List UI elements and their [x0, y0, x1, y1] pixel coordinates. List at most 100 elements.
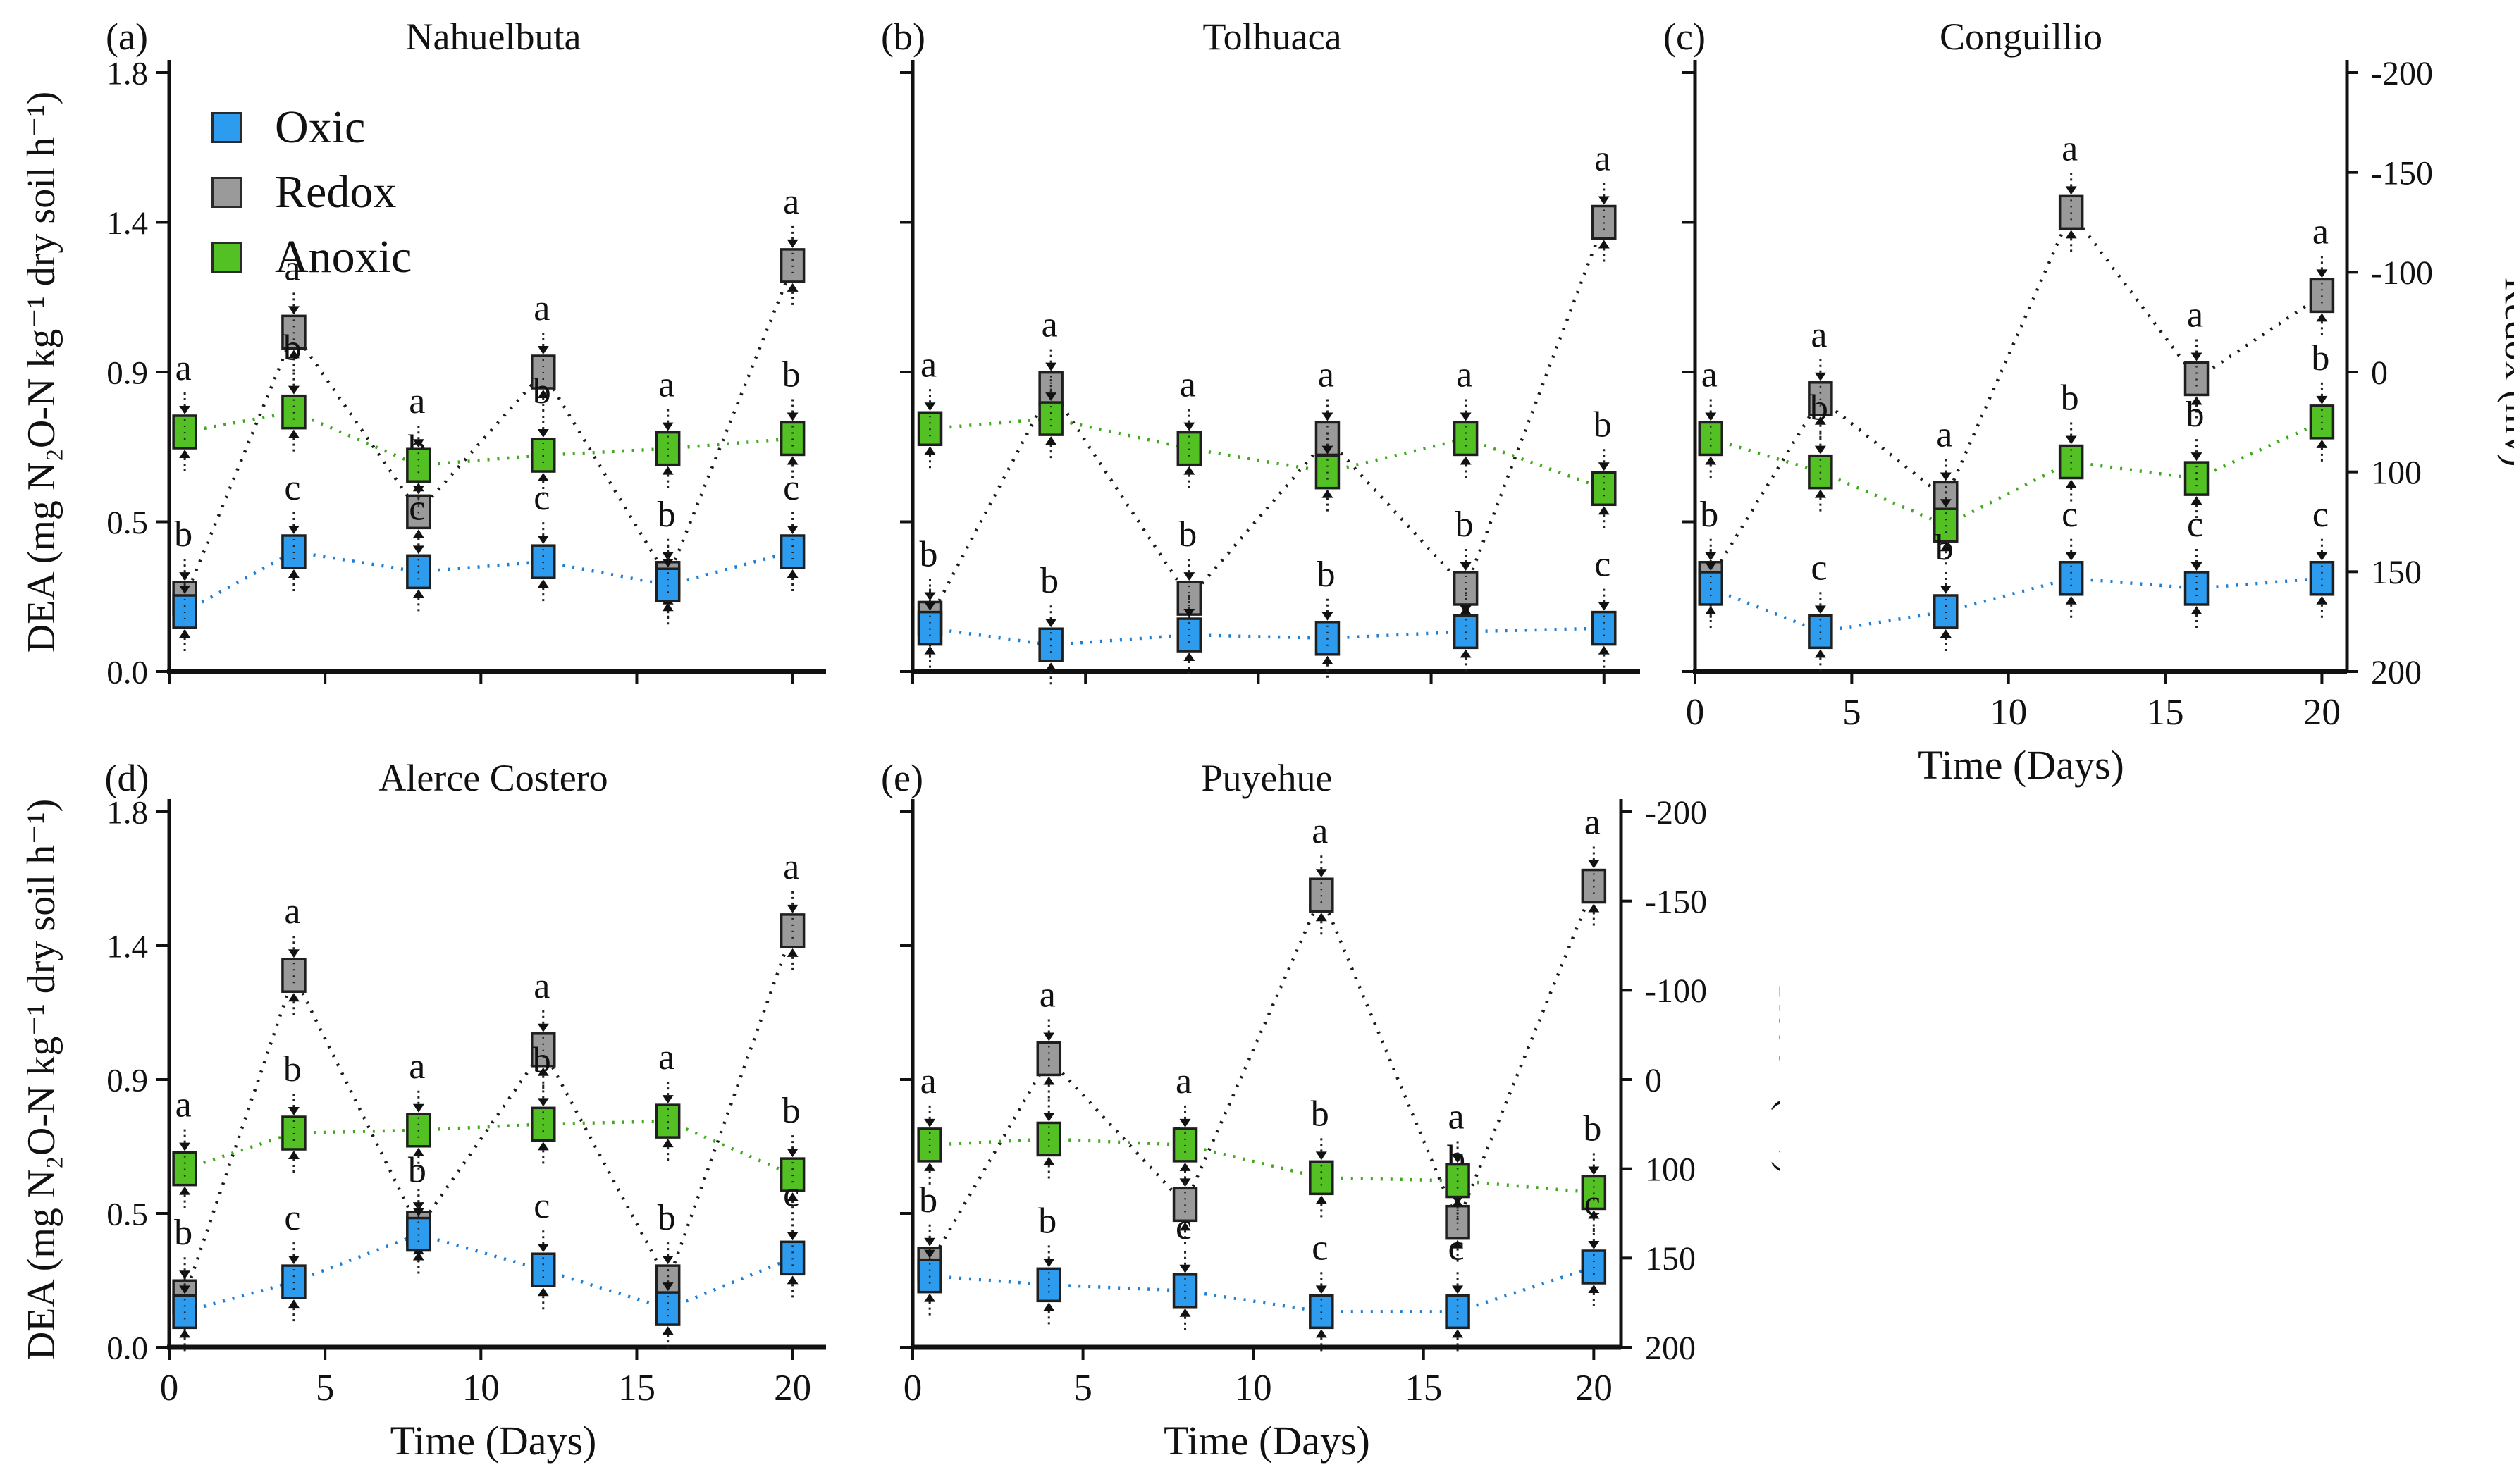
x-tick-label: 5 [1073, 1368, 1092, 1409]
whisker-cap [662, 559, 674, 568]
whisker-cap [2190, 452, 2202, 462]
redox-connector [1188, 437, 1329, 600]
legend-item-redox: Redox [211, 169, 412, 216]
oxic-connector [667, 1256, 794, 1311]
whisker-cap [1940, 629, 1952, 638]
significance-letter: a [658, 365, 674, 405]
oxic-point [1038, 627, 1064, 662]
whisker-cap [2316, 395, 2328, 404]
anoxic-point [1038, 401, 1064, 436]
right-tick-label: 0 [2371, 354, 2388, 392]
oxic-point [2058, 561, 2084, 596]
anoxic-connector [1465, 437, 1605, 490]
redox-connector [1464, 221, 1606, 589]
redox-connector [2195, 294, 2323, 381]
left-tick-label: 0.5 [106, 505, 148, 541]
whisker-cap [1588, 1241, 1600, 1249]
redox-connector [541, 1049, 670, 1283]
whisker-cap [412, 1103, 424, 1113]
significance-letter: b [283, 328, 302, 369]
whisker-cap [288, 306, 300, 315]
whisker-cap [1705, 562, 1717, 571]
whisker-cap [179, 1186, 191, 1195]
oxic-connector [1189, 633, 1328, 641]
panel-e-puyehue: (e) Puyehue 0 5 10 15 20 Time (Days) -200 -150 -10… [863, 741, 1780, 1484]
anoxic-connector [293, 410, 419, 467]
whisker-cap [2065, 186, 2077, 195]
significance-letter: a [2062, 128, 2078, 168]
redox-connector [1049, 388, 1191, 600]
left-tick-label: 0.9 [106, 354, 148, 391]
whisker-cap [1940, 586, 1952, 594]
whisker-cap [787, 569, 799, 578]
x-tick-label: 20 [2303, 692, 2341, 733]
redox-axis-title: Redox (mv) [1770, 984, 1780, 1174]
whisker-cap [662, 466, 674, 475]
whisker-cap [179, 450, 191, 458]
right-tick-label: 100 [1645, 1151, 1696, 1188]
legend-item-anoxic: Anoxic [211, 234, 412, 280]
whisker-cap [537, 1244, 549, 1253]
whisker-cap [1814, 372, 1826, 381]
oxic-point [780, 1240, 806, 1276]
whisker-cap [288, 1299, 300, 1309]
oxic-point [281, 534, 307, 569]
whisker-cap [1315, 869, 1327, 878]
whisker-cap [1705, 605, 1717, 614]
whisker-cap [1045, 436, 1057, 445]
whisker-cap [1043, 1032, 1055, 1041]
whisker-cap [537, 1287, 549, 1297]
significance-letter: c [534, 478, 550, 518]
whisker-cap [179, 572, 191, 581]
whisker-cap [537, 1067, 549, 1076]
significance-letter: a [1448, 1097, 1465, 1137]
oxic-connector [184, 550, 295, 613]
whisker-cap [537, 579, 549, 588]
significance-letter: a [175, 1085, 192, 1125]
anoxic-connector [930, 416, 1052, 431]
whisker-cap [537, 1023, 549, 1032]
whisker-cap [288, 526, 300, 534]
significance-letter: a [783, 847, 799, 887]
significance-letter: c [284, 468, 300, 508]
left-tick-label: 0.9 [106, 1062, 148, 1099]
panel-title: Conguillio [1940, 16, 2102, 58]
whisker-cap [1315, 1151, 1327, 1161]
significance-letter: b [1040, 561, 1059, 601]
significance-letter: a [175, 348, 192, 388]
whisker-cap [1043, 1156, 1055, 1165]
oxic-connector [418, 559, 543, 574]
right-tick-label: 200 [2371, 654, 2422, 691]
significance-letter: a [1318, 354, 1334, 395]
redox-connector [1455, 885, 1596, 1223]
significance-letter: b [1700, 495, 1718, 535]
right-tick-label: 0 [1645, 1062, 1662, 1099]
panel-d-alerce-costero: (d) Alerce Costero 1.8 1.4 0.9 0.5 0.0 DEA (mg … [18, 741, 839, 1484]
chart-(a): (a) Nahuelbuta 1.8 1.4 0.9 0.5 0.0 DEA (mg N₂O-… [20, 16, 826, 691]
whisker-cap [1045, 662, 1057, 672]
oxic-connector [1327, 630, 1466, 641]
anoxic-point [917, 1127, 942, 1163]
significance-letter: a [409, 381, 425, 421]
significance-letter: a [1042, 305, 1058, 345]
right-tick-label: 150 [2371, 554, 2422, 591]
right-tick-label: -100 [1645, 972, 1707, 1010]
anoxic-connector [1188, 447, 1328, 474]
whisker-cap [1940, 543, 1952, 552]
whisker-cap [1179, 1308, 1191, 1317]
right-tick-label: -150 [1645, 883, 1707, 920]
whisker-cap [787, 283, 799, 292]
right-tick-label: 150 [1645, 1240, 1696, 1278]
significance-letter: c [1448, 1228, 1465, 1268]
whisker-cap [537, 346, 549, 354]
whisker-cap [1452, 1154, 1464, 1163]
chart-(e): (e) Puyehue 0 5 10 15 20 Time (Days) -200 -150 -10… [881, 757, 1780, 1464]
whisker-cap [787, 456, 799, 465]
redox-point [281, 958, 307, 993]
whisker-cap [1045, 362, 1057, 371]
whisker-cap [412, 1251, 424, 1261]
whisker-cap [179, 1285, 191, 1294]
oxic-connector [543, 559, 669, 587]
redox-point [1172, 1187, 1198, 1223]
redox-connector [183, 331, 296, 599]
